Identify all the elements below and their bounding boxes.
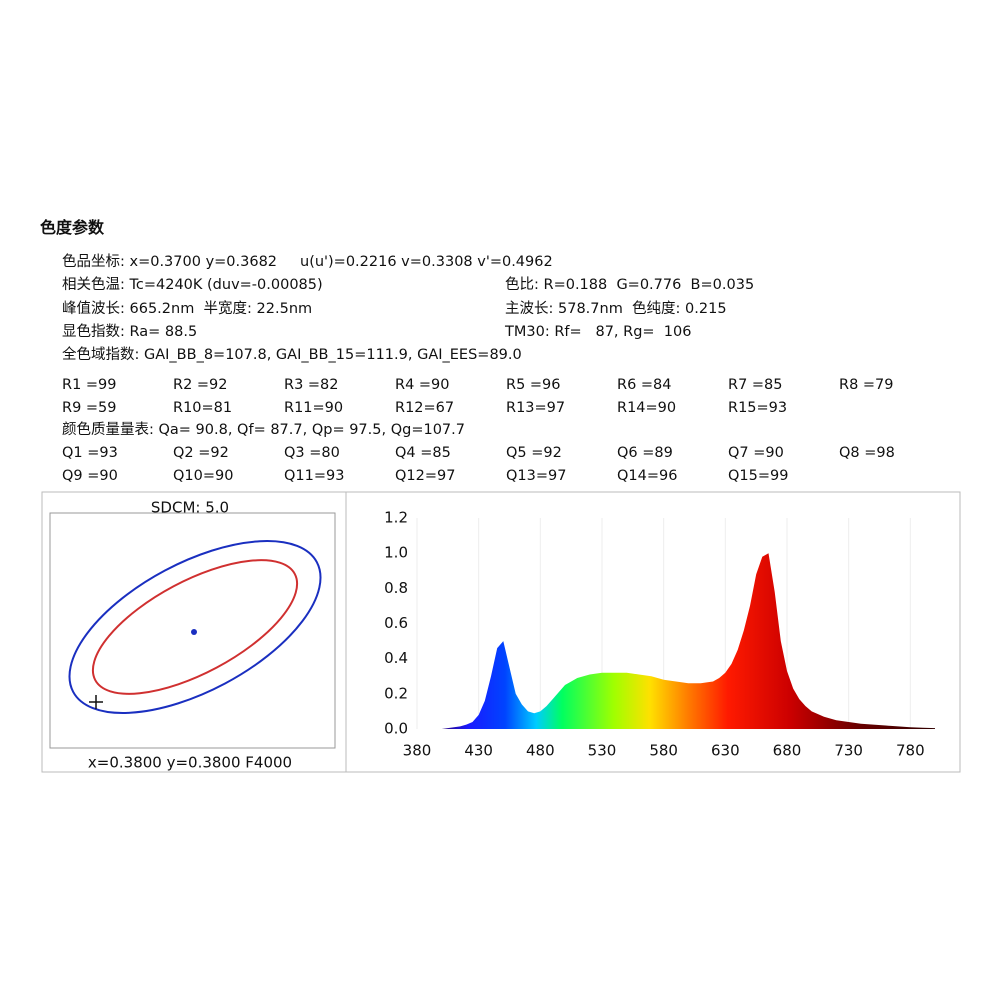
x-tick-label: 430 bbox=[464, 742, 493, 760]
target-cross bbox=[89, 695, 103, 709]
r-index: R11=90 bbox=[284, 400, 344, 416]
r-index: R5 =96 bbox=[506, 377, 561, 393]
r-index: R4 =90 bbox=[395, 377, 450, 393]
r-index: R8 =79 bbox=[839, 377, 894, 393]
x-tick-label: 580 bbox=[649, 742, 678, 760]
x-tick-label: 530 bbox=[588, 742, 617, 760]
param-text: 主波长: 578.7nm 色纯度: 0.215 bbox=[505, 300, 727, 317]
q-index: Q6 =89 bbox=[617, 445, 673, 461]
inner-ellipse bbox=[91, 559, 299, 695]
x-tick-label: 730 bbox=[834, 742, 863, 760]
r-index: R15=93 bbox=[728, 400, 788, 416]
y-tick-label: 1.2 bbox=[384, 509, 408, 527]
param-text: 显色指数: Ra= 88.5 bbox=[62, 323, 198, 340]
sdcm-label: SDCM: 5.0 bbox=[151, 499, 229, 517]
q-index: Q7 =90 bbox=[728, 445, 784, 461]
param-text: u(u')=0.2216 v=0.3308 v'=0.4962 bbox=[300, 254, 553, 270]
r-index: R14=90 bbox=[617, 400, 677, 416]
spectrum-frame bbox=[345, 491, 961, 773]
outer-ellipse bbox=[68, 540, 322, 714]
r-index: R12=67 bbox=[395, 400, 455, 416]
y-tick-label: 1.0 bbox=[384, 544, 408, 562]
q-index: Q15=99 bbox=[728, 468, 789, 484]
x-tick-label: 480 bbox=[526, 742, 555, 760]
r-index: R7 =85 bbox=[728, 377, 783, 393]
section-title: 色度参数 bbox=[40, 218, 105, 237]
q-index: Q10=90 bbox=[173, 468, 234, 484]
spectrum-area bbox=[441, 553, 935, 729]
y-tick-label: 0.0 bbox=[384, 720, 408, 738]
quality-text: 颜色质量量表: Qa= 90.8, Qf= 87.7, Qp= 97.5, Qg… bbox=[62, 422, 465, 438]
y-tick-label: 0.2 bbox=[384, 684, 408, 702]
q-index: Q1 =93 bbox=[62, 445, 118, 461]
r-index: R13=97 bbox=[506, 400, 566, 416]
param-text: 峰值波长: 665.2nm 半宽度: 22.5nm bbox=[62, 300, 313, 317]
param-text: TM30: Rf= 87, Rg= 106 bbox=[505, 323, 692, 340]
r-index: R9 =59 bbox=[62, 400, 117, 416]
x-tick-label: 680 bbox=[773, 742, 802, 760]
q-index: Q14=96 bbox=[617, 468, 678, 484]
x-tick-label: 380 bbox=[403, 742, 432, 760]
q-index: Q5 =92 bbox=[506, 445, 562, 461]
r-index: R2 =92 bbox=[173, 377, 228, 393]
q-index: Q2 =92 bbox=[173, 445, 229, 461]
sdcm-plot bbox=[49, 512, 336, 749]
x-tick-label: 630 bbox=[711, 742, 740, 760]
q-index: Q4 =85 bbox=[395, 445, 451, 461]
q-index: Q12=97 bbox=[395, 468, 456, 484]
param-text: 色品坐标: x=0.3700 y=0.3682 bbox=[62, 254, 278, 270]
param-text: 相关色温: Tc=4240K (duv=-0.00085) bbox=[62, 277, 323, 294]
x-tick-label: 780 bbox=[896, 742, 925, 760]
y-tick-label: 0.8 bbox=[384, 579, 408, 597]
y-tick-label: 0.6 bbox=[384, 614, 408, 632]
y-tick-label: 0.4 bbox=[384, 649, 408, 667]
q-index: Q3 =80 bbox=[284, 445, 340, 461]
q-index: Q13=97 bbox=[506, 468, 567, 484]
r-index: R10=81 bbox=[173, 400, 233, 416]
r-index: R1 =99 bbox=[62, 377, 117, 393]
sdcm-caption: x=0.3800 y=0.3800 F4000 bbox=[88, 754, 292, 772]
r-index: R3 =82 bbox=[284, 377, 339, 393]
center-point bbox=[191, 629, 197, 635]
q-index: Q9 =90 bbox=[62, 468, 118, 484]
r-index: R6 =84 bbox=[617, 377, 672, 393]
param-text: 全色域指数: GAI_BB_8=107.8, GAI_BB_15=111.9, … bbox=[62, 347, 522, 364]
param-text: 色比: R=0.188 G=0.776 B=0.035 bbox=[505, 277, 755, 294]
q-index: Q11=93 bbox=[284, 468, 345, 484]
q-index: Q8 =98 bbox=[839, 445, 895, 461]
